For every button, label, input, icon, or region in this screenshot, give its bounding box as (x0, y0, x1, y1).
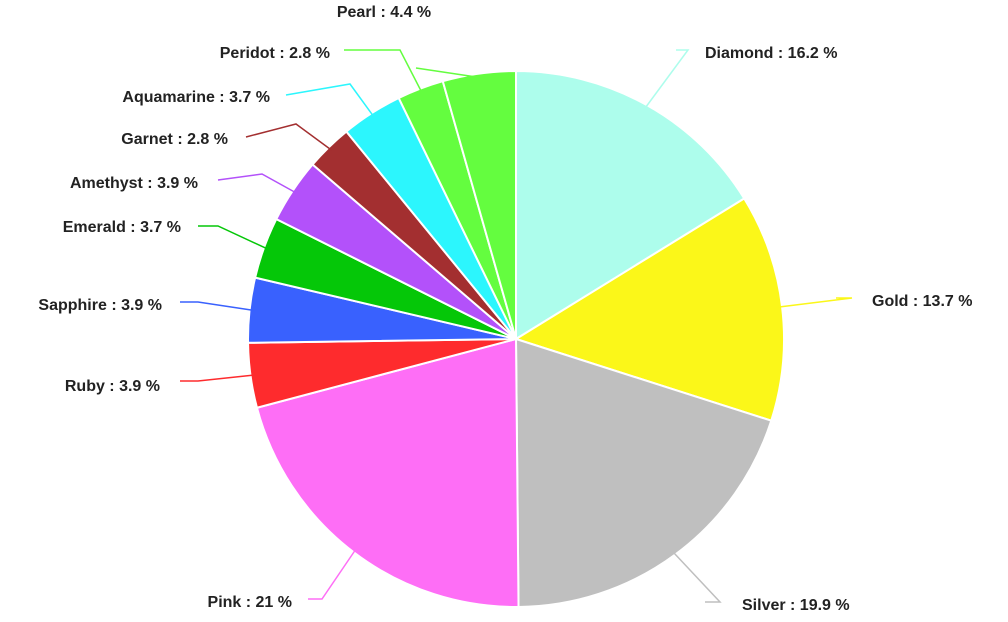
leader-line-ruby (180, 374, 255, 382)
slice-label-diamond: Diamond : 16.2 % (705, 45, 837, 62)
leader-line-diamond (644, 49, 690, 109)
leader-line-sapphire (180, 301, 254, 312)
slice-label-peridot: Peridot : 2.8 % (220, 45, 330, 62)
slice-label-amethyst: Amethyst : 3.9 % (70, 175, 198, 192)
leader-line-pink (308, 548, 357, 600)
slice-label-ruby: Ruby : 3.9 % (65, 378, 160, 395)
slice-label-garnet: Garnet : 2.8 % (121, 131, 228, 148)
labels-layer: Diamond : 16.2 % Gold : 13.7 % Silver : 19… (38, 4, 972, 614)
leader-lines-layer (180, 49, 853, 603)
slice-label-emerald: Emerald : 3.7 % (63, 219, 181, 236)
leader-line-amethyst (217, 173, 297, 194)
leader-line-emerald (198, 225, 269, 250)
leader-line-garnet (245, 123, 332, 151)
leader-line-gold (778, 297, 853, 308)
slice-label-gold: Gold : 13.7 % (872, 293, 972, 310)
slice-label-pearl: Pearl : 4.4 % (337, 4, 431, 21)
leader-line-aquamarine (285, 83, 375, 118)
slice-label-aquamarine: Aquamarine : 3.7 % (122, 89, 270, 106)
slice-label-silver: Silver : 19.9 % (742, 597, 850, 614)
leader-line-silver (672, 550, 722, 603)
slice-label-pink: Pink : 21 % (208, 594, 292, 611)
leader-line-pearl (415, 67, 480, 79)
pie-slice-pearl (441, 69, 517, 340)
slice-label-sapphire: Sapphire : 3.9 % (38, 297, 162, 314)
slices-layer (247, 69, 785, 609)
leader-line-peridot (344, 49, 423, 93)
